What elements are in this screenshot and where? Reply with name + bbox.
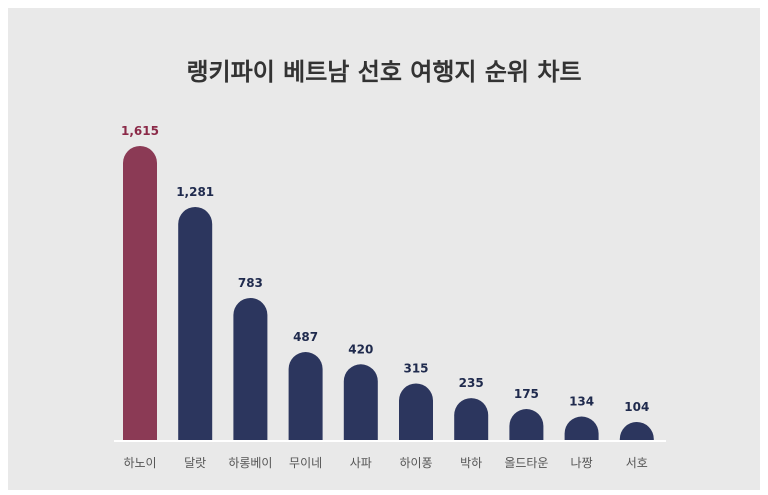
- value-label-3: 487: [293, 330, 318, 344]
- bar-5: [399, 383, 433, 441]
- bar-3: [288, 352, 323, 441]
- bar-6: [454, 398, 489, 441]
- value-label-0: 1,615: [121, 124, 159, 138]
- value-label-2: 783: [238, 276, 263, 290]
- bar-4: [343, 364, 378, 441]
- bar-0: [123, 146, 157, 442]
- category-label-5: 하이퐁: [399, 456, 432, 470]
- category-label-4: 사파: [350, 456, 372, 470]
- bar-7: [509, 409, 544, 441]
- bar-9: [619, 422, 654, 441]
- bar-2: [233, 297, 268, 441]
- category-label-7: 올드타운: [504, 456, 548, 470]
- chart-title: 랭키파이 베트남 선호 여행지 순위 차트: [186, 58, 582, 86]
- value-label-6: 235: [459, 376, 484, 390]
- labels-group: 1,615 하노이 1,281 달랏 783 하롱베이 487 무이네 420 사파 315 하이퐁 2…: [121, 124, 649, 470]
- value-label-1: 1,281: [176, 185, 214, 199]
- category-label-3: 무이네: [289, 456, 322, 470]
- category-label-2: 하롱베이: [228, 456, 272, 470]
- value-label-8: 134: [569, 395, 594, 409]
- category-label-6: 박하: [460, 456, 482, 470]
- bars-group: [123, 146, 654, 442]
- value-label-9: 104: [624, 400, 649, 414]
- bar-chart: 1,615 하노이 1,281 달랏 783 하롱베이 487 무이네 420 사파 315 하이퐁 2…: [114, 124, 666, 470]
- value-label-5: 315: [403, 361, 428, 375]
- bar-1: [178, 207, 213, 441]
- value-label-4: 420: [348, 342, 373, 356]
- category-label-8: 나짱: [571, 456, 593, 470]
- bar-8: [564, 416, 599, 441]
- category-label-0: 하노이: [123, 456, 156, 470]
- category-label-1: 달랏: [184, 456, 206, 470]
- chart-card: 랭키파이 베트남 선호 여행지 순위 차트 1,615 하노이 1,281 달랏 783…: [8, 8, 760, 490]
- value-label-7: 175: [514, 387, 539, 401]
- category-label-9: 서호: [626, 456, 648, 470]
